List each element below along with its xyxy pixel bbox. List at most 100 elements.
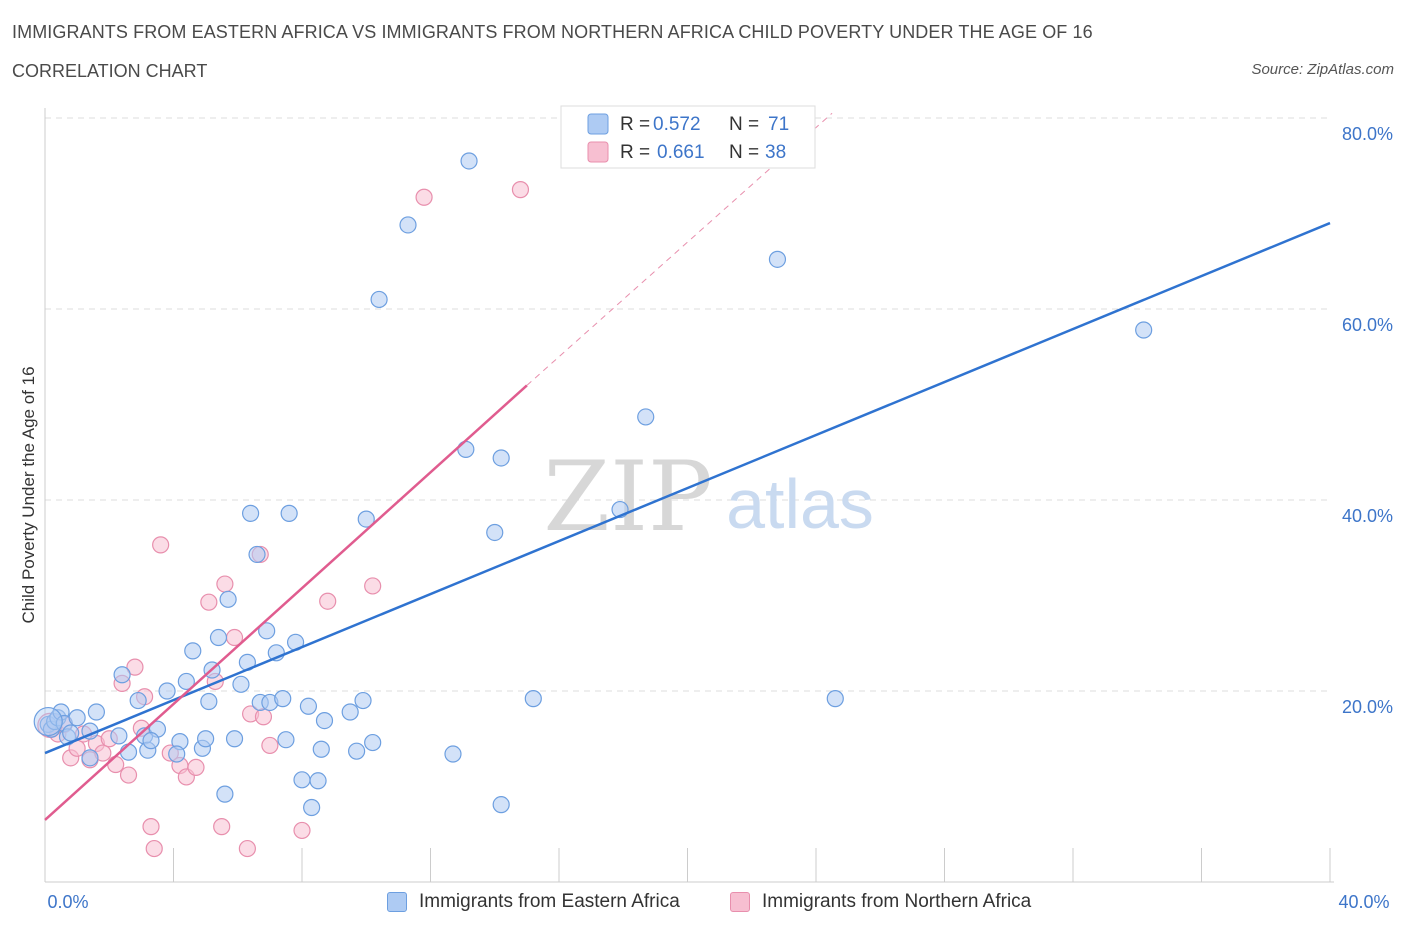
point-eastern-africa — [524, 690, 542, 708]
point-eastern-africa — [242, 504, 260, 522]
legend-swatch-northern-africa — [587, 141, 609, 163]
point-eastern-africa — [274, 690, 292, 708]
point-eastern-africa — [299, 697, 318, 715]
chart-title: IMMIGRANTS FROM EASTERN AFRICA VS IMMIGR… — [12, 22, 1093, 42]
point-eastern-africa — [492, 449, 510, 467]
point-northern-africa — [216, 575, 234, 593]
point-eastern-africa — [184, 642, 202, 660]
chart-subtitle: CORRELATION CHART — [12, 61, 208, 81]
point-eastern-africa — [460, 152, 478, 170]
point-eastern-africa — [492, 796, 510, 814]
point-eastern-africa — [81, 749, 99, 767]
point-northern-africa — [145, 839, 163, 858]
legend-n-value-1: 71 — [768, 114, 789, 135]
source-label: Source: ZipAtlas.com — [1251, 61, 1394, 78]
trend-line-extension-northern-africa — [526, 112, 833, 386]
point-northern-africa — [107, 755, 125, 774]
legend-n-label-1: N = — [729, 114, 759, 135]
point-eastern-africa — [258, 622, 276, 640]
y-tick-label: 60.0% — [1342, 315, 1393, 335]
legend-label-northern-africa: Immigrants from Northern Africa — [762, 891, 1032, 912]
point-eastern-africa — [637, 408, 655, 426]
grid-lines — [45, 117, 1330, 692]
legend-n-label-2: N = — [729, 142, 759, 163]
trend-line-northern-africa — [44, 384, 528, 821]
point-northern-africa — [187, 758, 205, 777]
point-eastern-africa — [219, 590, 237, 608]
point-eastern-africa — [197, 730, 215, 748]
watermark-atlas: atlas — [726, 465, 874, 543]
trend-line-eastern-africa — [44, 221, 1331, 755]
legend: R = 0.572 N = 71 R = 0.661 N = 38 — [560, 105, 816, 169]
point-eastern-africa — [168, 745, 186, 763]
point-eastern-africa — [364, 733, 382, 752]
point-cluster-eastern-africa — [33, 706, 63, 737]
point-eastern-africa — [312, 740, 330, 758]
legend-swatch-eastern-africa — [587, 113, 609, 135]
point-eastern-africa — [315, 712, 334, 730]
point-eastern-africa — [216, 785, 234, 803]
series-eastern-africa-points — [33, 152, 1153, 817]
point-northern-africa — [415, 188, 433, 206]
legend-swatch-pink — [730, 892, 750, 912]
point-northern-africa — [213, 818, 231, 836]
point-eastern-africa — [113, 666, 131, 684]
legend-label-eastern-africa: Immigrants from Eastern Africa — [419, 891, 680, 912]
point-eastern-africa — [399, 216, 417, 234]
point-eastern-africa — [209, 628, 228, 647]
point-eastern-africa — [177, 672, 195, 691]
point-eastern-africa — [309, 772, 327, 790]
y-tick-label: 20.0% — [1342, 697, 1393, 717]
y-tick-labels: 20.0% 40.0% 60.0% 80.0% — [1342, 124, 1393, 717]
point-northern-africa — [364, 577, 382, 595]
legend-item-northern-africa: Immigrants from Northern Africa — [730, 888, 1031, 916]
point-eastern-africa — [280, 504, 298, 522]
point-eastern-africa — [303, 798, 321, 817]
point-northern-africa — [126, 658, 144, 676]
point-eastern-africa — [119, 743, 138, 761]
point-eastern-africa — [370, 290, 388, 309]
point-northern-africa — [254, 708, 273, 726]
point-eastern-africa — [768, 250, 787, 268]
point-eastern-africa — [248, 545, 266, 564]
point-northern-africa — [293, 821, 311, 840]
watermark: ZIP atlas — [543, 441, 874, 553]
watermark-zip: ZIP — [543, 441, 712, 553]
point-northern-africa — [261, 736, 279, 755]
x-tick-label-max: 40.0% — [1338, 892, 1389, 912]
point-eastern-africa — [158, 682, 176, 700]
x-tick-label-min: 0.0% — [47, 892, 88, 912]
point-northern-africa — [152, 536, 170, 554]
point-eastern-africa — [62, 724, 80, 742]
point-eastern-africa — [348, 742, 366, 760]
point-eastern-africa — [277, 731, 295, 749]
point-northern-africa — [142, 818, 160, 836]
point-eastern-africa — [200, 692, 218, 711]
legend-r-label-1: R = — [620, 114, 650, 135]
y-axis-title: Child Poverty Under the Age of 16 — [19, 366, 38, 623]
point-eastern-africa — [1135, 321, 1153, 339]
bottom-legend: Immigrants from Eastern Africa Immigrant… — [0, 888, 1406, 916]
point-eastern-africa — [357, 510, 375, 528]
legend-swatch-blue — [387, 892, 407, 912]
trend-lines — [44, 112, 1331, 821]
point-eastern-africa — [87, 703, 106, 721]
point-northern-africa — [200, 593, 218, 611]
y-tick-label: 80.0% — [1342, 124, 1393, 144]
legend-r-value-2: 0.661 — [657, 142, 705, 163]
point-eastern-africa — [341, 703, 359, 721]
point-eastern-africa — [142, 732, 160, 750]
point-eastern-africa — [826, 690, 844, 708]
point-northern-africa — [119, 766, 138, 784]
point-northern-africa — [319, 592, 337, 610]
point-eastern-africa — [457, 440, 475, 458]
legend-item-eastern-africa: Immigrants from Eastern Africa — [387, 888, 680, 916]
point-eastern-africa — [444, 745, 462, 763]
point-eastern-africa — [486, 523, 504, 542]
point-eastern-africa — [129, 691, 147, 710]
y-tick-label: 40.0% — [1342, 506, 1393, 526]
point-eastern-africa — [354, 691, 372, 710]
point-eastern-africa — [68, 709, 86, 727]
point-eastern-africa — [225, 730, 244, 748]
